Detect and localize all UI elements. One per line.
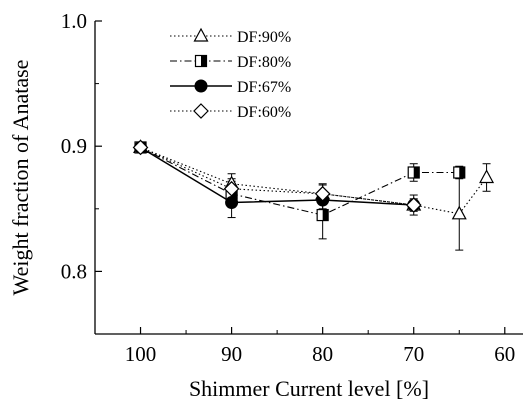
legend-entry: DF:90% [170,27,291,46]
data-point [316,208,329,222]
legend-entry: DF:67% [170,79,291,96]
x-axis-title: Shimmer Current level [%] [189,376,429,401]
legend-entry: DF:80% [170,54,291,71]
x-tick-label: 60 [494,342,515,366]
data-point [453,166,466,179]
plot-area [132,139,495,251]
x-tick-label: 100 [125,342,157,366]
legend: DF:90% DF:80% DF:67% DF:60% [170,27,291,121]
legend-marker [194,54,208,68]
x-tick-label: 70 [403,342,424,366]
y-tick-label: 0.9 [61,134,87,158]
y-axis-title: Weight fraction of Anatase [8,60,33,296]
legend-label: DF:90% [237,29,291,46]
axes: 100 90 80 70 60 0.8 0.9 1.0 [61,9,523,366]
y-tick-label: 1.0 [61,9,87,33]
data-point [407,166,420,179]
data-point [405,197,422,213]
data-point [479,169,495,184]
legend-marker [193,27,209,42]
series-line-3 [140,146,414,206]
legend-entry: DF:60% [170,103,291,121]
data-point [132,139,149,156]
legend-marker [193,103,209,119]
y-tick-label: 0.8 [61,259,87,283]
legend-marker [194,79,208,93]
data-point [225,196,239,210]
data-point [314,185,331,202]
legend-label: DF:80% [237,54,291,71]
data-point [223,180,240,197]
series-line-1 [140,147,460,216]
data-point [451,205,467,220]
legend-label: DF:60% [237,104,291,121]
legend-label: DF:67% [237,79,291,96]
series-line-2 [140,146,414,206]
x-tick-label: 80 [312,342,333,366]
x-tick-label: 90 [221,342,242,366]
series-line-0 [140,146,488,215]
